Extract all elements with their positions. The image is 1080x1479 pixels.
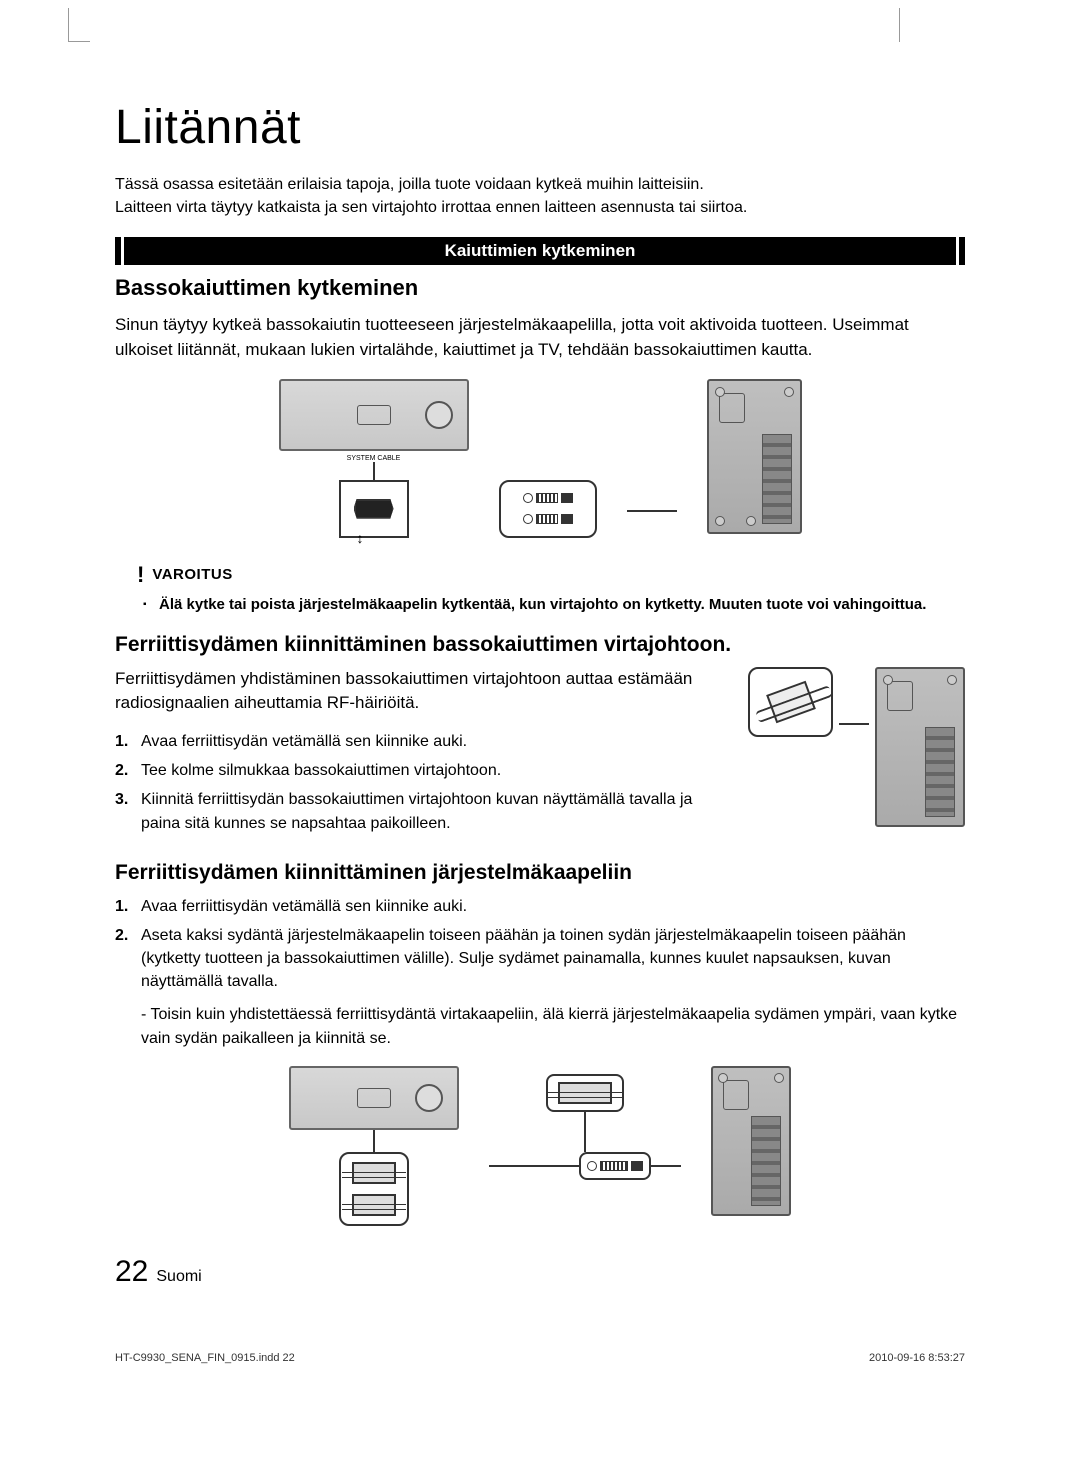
main-unit-port: ↕ (339, 480, 409, 538)
ferrite-power-body: Ferriittisydämen yhdistäminen bassokaiut… (115, 667, 728, 716)
section-bar: Kaiuttimien kytkeminen (115, 237, 965, 265)
step-item: Kiinnitä ferriittisydän bassokaiuttimen … (115, 788, 728, 834)
system-cable-label: SYSTEM CABLE (347, 455, 401, 462)
subwoofer-body: Sinun täytyy kytkeä bassokaiutin tuottee… (115, 313, 965, 362)
print-footer: HT-C9930_SENA_FIN_0915.indd 22 2010-09-1… (115, 1352, 965, 1364)
main-unit-2 (289, 1066, 459, 1226)
caution-icon: ! (137, 562, 144, 588)
caution-text: Älä kytke tai poista järjestelmäkaapelin… (159, 594, 965, 615)
caution-row: ! VAROITUS (137, 562, 965, 588)
step-item: Aseta kaksi sydäntä järjestelmäkaapelin … (115, 924, 965, 994)
crop-mark-tl (68, 8, 90, 42)
diagram-ferrite-power (748, 667, 965, 845)
diagram-ferrite-system (115, 1066, 965, 1226)
system-cable-plugs (499, 480, 597, 538)
subwoofer-rear-2 (875, 667, 965, 827)
subwoofer-heading: Bassokaiuttimen kytkeminen (115, 275, 965, 301)
ferrite-inline-mid (579, 1152, 651, 1180)
language-label: Suomi (156, 1268, 201, 1286)
ferrite-pair-left (339, 1152, 409, 1226)
section-bar-label: Kaiuttimien kytkeminen (445, 241, 636, 260)
print-timestamp: 2010-09-16 8:53:27 (869, 1352, 965, 1364)
ferrite-system-heading: Ferriittisydämen kiinnittäminen järjeste… (115, 861, 965, 885)
ferrite-system-note: - Toisin kuin yhdistettäessä ferriittisy… (141, 1003, 965, 1049)
intro-line-2: Laitteen virta täytyy katkaista ja sen v… (115, 199, 747, 216)
step-item: Avaa ferriittisydän vetämällä sen kiinni… (115, 730, 728, 753)
subwoofer-rear-3 (711, 1066, 791, 1216)
subwoofer-rear (707, 379, 802, 534)
ferrite-power-steps: Avaa ferriittisydän vetämällä sen kiinni… (115, 730, 728, 835)
page-footer: 22 Suomi (115, 1255, 202, 1289)
crop-mark-tr (899, 8, 900, 42)
intro-line-1: Tässä osassa esitetään erilaisia tapoja,… (115, 176, 704, 193)
ferrite-core-callout (748, 667, 833, 737)
ferrite-system-steps: Avaa ferriittisydän vetämällä sen kiinni… (115, 895, 965, 994)
ferrite-power-block: Ferriittisydämen yhdistäminen bassokaiut… (115, 667, 965, 845)
main-unit: SYSTEM CABLE ↕ (279, 379, 469, 538)
page-title: Liitännät (115, 100, 965, 155)
step-item: Tee kolme silmukkaa bassokaiuttimen virt… (115, 759, 728, 782)
caution-label: VAROITUS (152, 566, 232, 583)
diagram-subwoofer-connection: SYSTEM CABLE ↕ (115, 379, 965, 538)
page-content: Liitännät Tässä osassa esitetään erilais… (115, 100, 965, 1250)
ferrite-power-heading: Ferriittisydämen kiinnittäminen bassokai… (115, 633, 965, 657)
ferrite-inline-top (546, 1074, 624, 1112)
print-file: HT-C9930_SENA_FIN_0915.indd 22 (115, 1352, 295, 1364)
step-item: Avaa ferriittisydän vetämällä sen kiinni… (115, 895, 965, 918)
intro-text: Tässä osassa esitetään erilaisia tapoja,… (115, 173, 965, 219)
page-number: 22 (115, 1255, 148, 1289)
